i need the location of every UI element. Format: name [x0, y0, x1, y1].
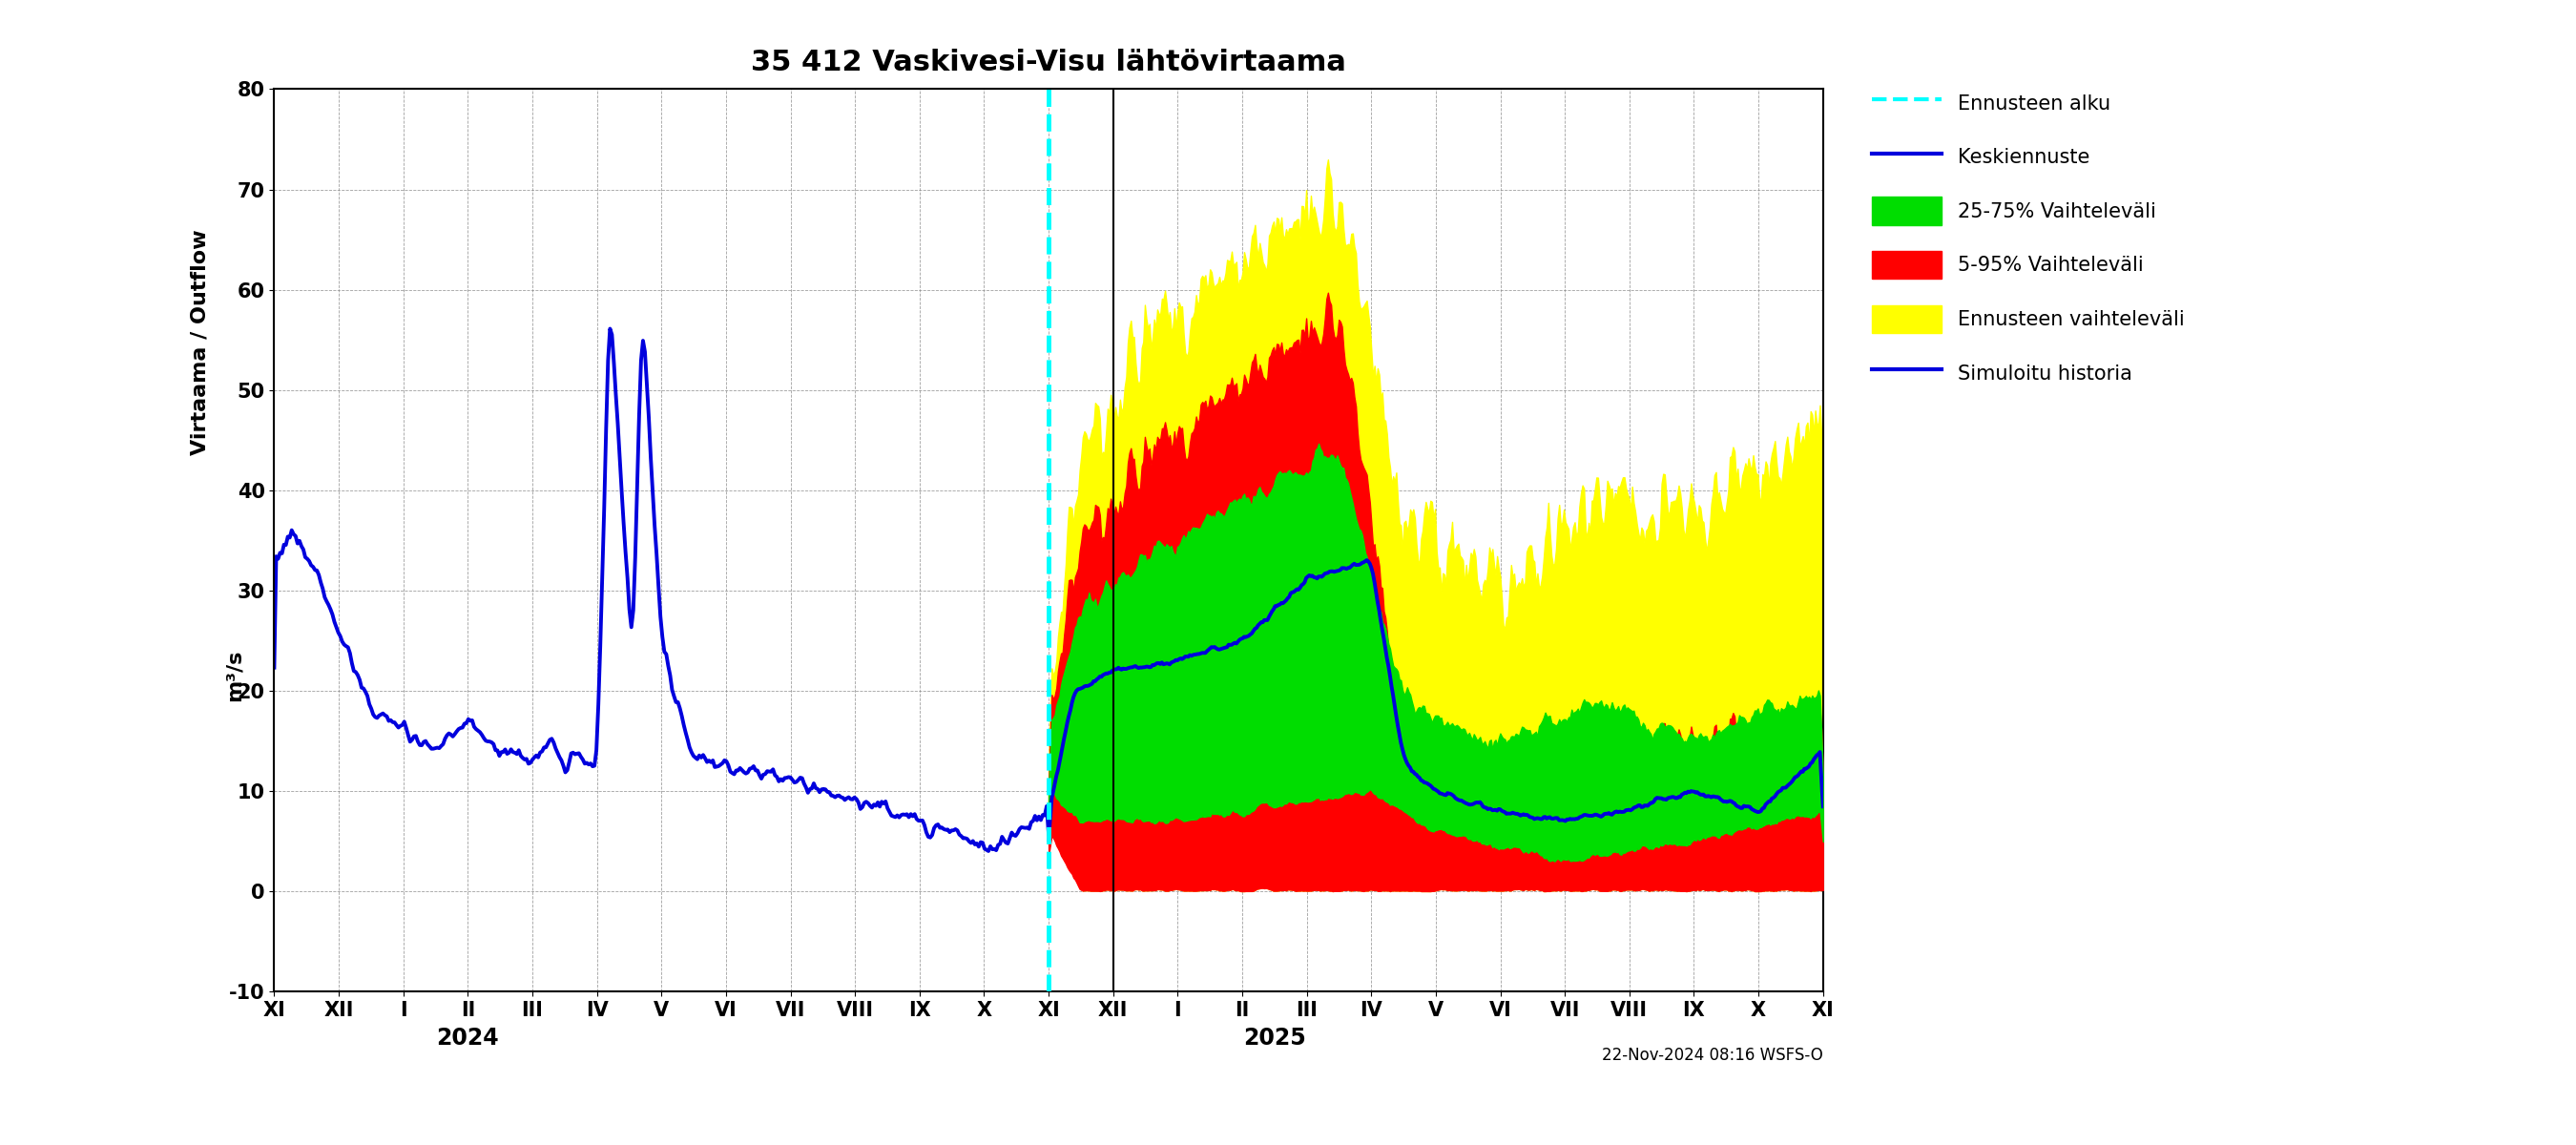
Text: m³/s: m³/s: [224, 649, 245, 702]
Legend: Ennusteen alku, Keskiennuste, 25-75% Vaihteleväli, 5-95% Vaihteleväli, Ennusteen: Ennusteen alku, Keskiennuste, 25-75% Vai…: [1865, 81, 2192, 395]
Text: 22-Nov-2024 08:16 WSFS-O: 22-Nov-2024 08:16 WSFS-O: [1602, 1047, 1824, 1064]
Text: 2025: 2025: [1244, 1027, 1306, 1050]
Title: 35 412 Vaskivesi-Visu lähtövirtaama: 35 412 Vaskivesi-Visu lähtövirtaama: [752, 48, 1347, 77]
Text: 2024: 2024: [435, 1027, 500, 1050]
Text: Virtaama / Outflow: Virtaama / Outflow: [191, 229, 209, 455]
